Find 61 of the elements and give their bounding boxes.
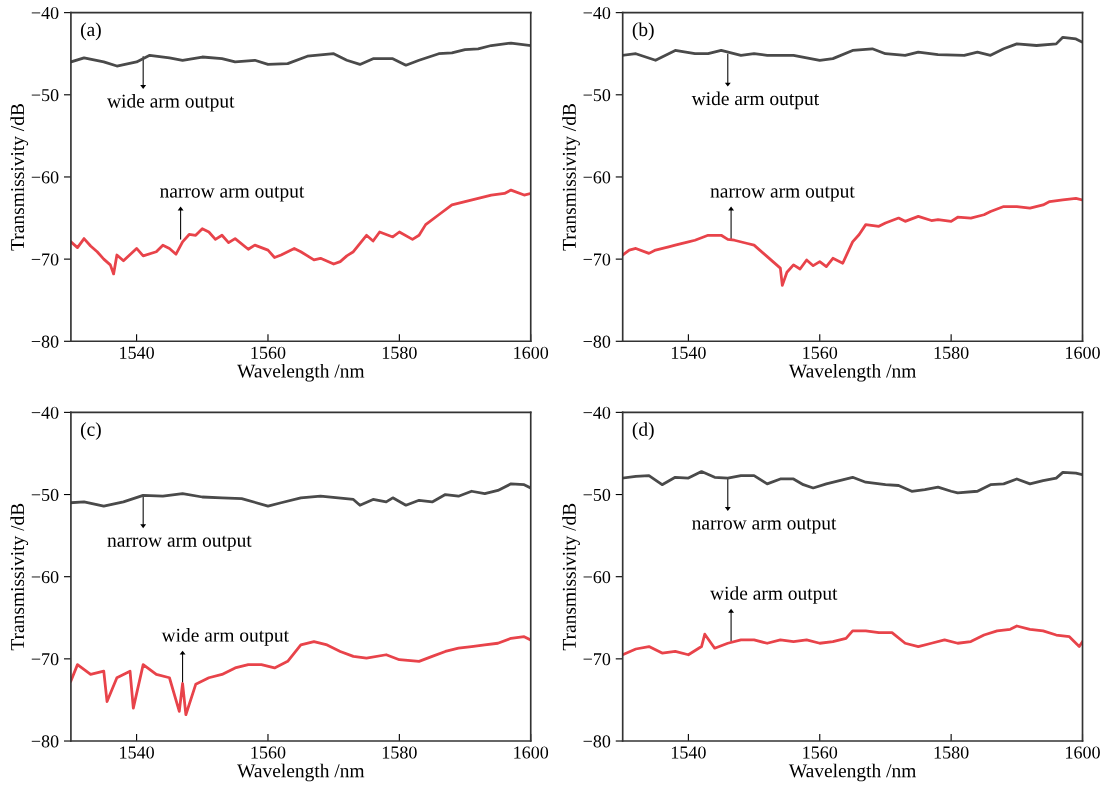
y-tick-label: −70: [31, 253, 59, 266]
annotation: narrow arm output: [710, 186, 855, 202]
x-tick-label: 1600: [1066, 346, 1100, 359]
x-tick-label: 1580: [934, 346, 969, 359]
x-tick-label: 1580: [382, 346, 417, 359]
x-tick-label: 1540: [120, 746, 154, 759]
annotation: narrow arm output: [692, 518, 837, 534]
y-tick-label: −60: [583, 171, 611, 184]
line-series: [70, 41, 531, 68]
y-tick-label: −60: [31, 570, 59, 584]
y-axis-title: Transmissivity /dB: [10, 103, 29, 251]
x-tick-label: 1600: [514, 746, 549, 759]
x-tick-label: 1540: [120, 346, 154, 359]
y-tick-label: −80: [31, 335, 59, 348]
x-axis-title: Wavelength /nm: [788, 763, 917, 782]
annotation: wide arm output: [161, 628, 289, 646]
y-tick-label: −50: [583, 89, 611, 102]
x-tick-label: 1560: [251, 746, 286, 759]
y-tick-label: −40: [31, 406, 59, 419]
line-series: [70, 188, 531, 276]
y-tick-label: −50: [31, 89, 59, 102]
line-series: [70, 482, 531, 508]
y-tick-label: −50: [583, 488, 611, 501]
y-tick-label: −50: [31, 488, 59, 501]
y-axis-title: Transmissivity /dB: [562, 103, 580, 251]
y-tick-label: −70: [31, 653, 59, 666]
annotation: narrow arm output: [160, 186, 305, 202]
annotation: wide arm output: [691, 91, 819, 110]
y-tick-label: −60: [31, 171, 59, 184]
y-tick-label: −40: [31, 6, 59, 20]
y-tick-label: −80: [583, 735, 611, 748]
x-tick-label: 1580: [382, 746, 417, 759]
x-tick-label: 1600: [514, 346, 549, 359]
x-tick-label: 1540: [671, 746, 706, 759]
y-axis-title: Transmissivity /dB: [10, 503, 29, 651]
y-tick-label: −70: [583, 253, 611, 266]
annotation: (c): [80, 422, 101, 440]
line-series: [622, 470, 1083, 495]
annotation: (d): [632, 422, 654, 440]
x-tick-label: 1540: [671, 346, 706, 359]
annotation: (b): [632, 22, 654, 41]
x-tick-label: 1600: [1066, 746, 1100, 759]
y-tick-label: −40: [583, 6, 611, 20]
annotation: wide arm output: [710, 586, 838, 604]
x-tick-label: 1580: [934, 746, 969, 759]
y-tick-label: −70: [583, 653, 611, 666]
y-axis-title: Transmissivity /dB: [562, 503, 580, 651]
y-tick-label: −40: [583, 406, 611, 419]
x-axis-title: Wavelength /nm: [237, 363, 365, 382]
line-series: [622, 624, 1083, 657]
x-axis-title: Wavelength /nm: [237, 763, 365, 782]
y-tick-label: −80: [31, 735, 59, 748]
x-axis-title: Wavelength /nm: [788, 363, 917, 382]
x-tick-label: 1560: [803, 346, 838, 359]
annotation: (a): [80, 22, 101, 41]
annotation: narrow arm output: [107, 535, 252, 551]
y-tick-label: −60: [583, 570, 611, 584]
x-tick-label: 1560: [803, 746, 838, 759]
x-tick-label: 1560: [251, 346, 286, 359]
y-tick-label: −80: [583, 335, 611, 348]
annotation: wide arm output: [107, 93, 235, 112]
